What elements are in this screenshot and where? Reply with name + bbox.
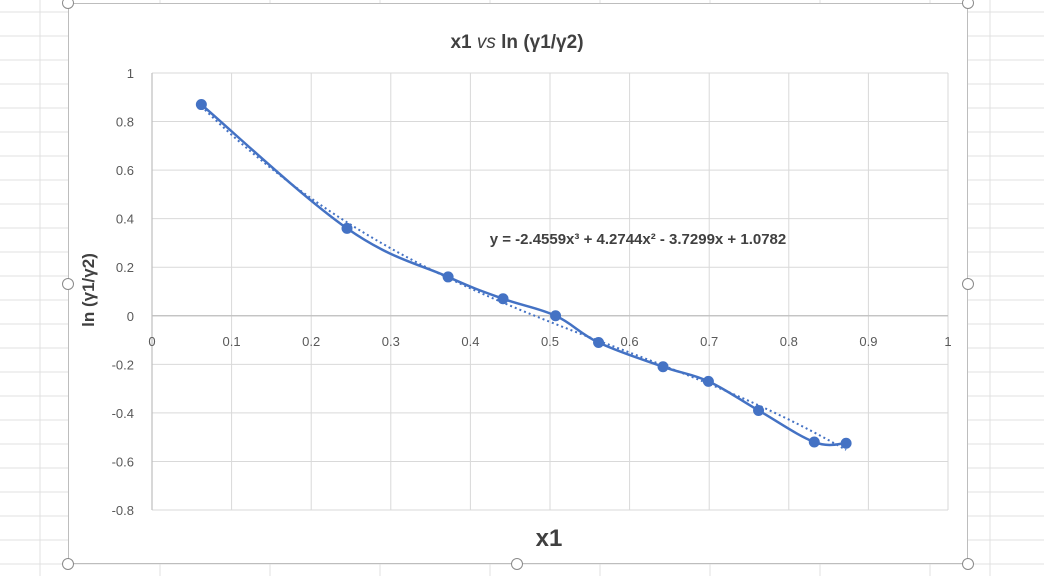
tick-labels: 0 0.1 0.2 0.3 0.4 0.5 0.6 0.7 0.8 0.9 1 -0.8 -0.6 -0.… xyxy=(112,66,952,518)
series-line[interactable] xyxy=(200,103,847,447)
resize-handle-bottom-middle[interactable] xyxy=(511,558,523,570)
y-tick-label: 0.6 xyxy=(116,163,134,178)
chart-title-suffix: ln (γ1/γ2) xyxy=(496,32,584,53)
x-tick-label: 0.1 xyxy=(223,334,241,349)
x-tick-label: 0 xyxy=(148,334,155,349)
data-point-marker[interactable] xyxy=(497,293,509,305)
y-tick-label: -0.2 xyxy=(112,357,134,372)
trendline-equation-label[interactable]: y = -2.4559x³ + 4.2744x² - 3.7299x + 1.0… xyxy=(490,231,786,248)
data-point-marker[interactable] xyxy=(753,404,765,416)
y-tick-label: 1 xyxy=(127,66,134,81)
x-tick-label: 0.3 xyxy=(382,334,400,349)
chart-title-prefix: x1 xyxy=(450,32,476,53)
y-tick-label: -0.8 xyxy=(112,503,134,518)
resize-handle-top-left[interactable] xyxy=(62,0,74,9)
resize-handle-bottom-left[interactable] xyxy=(62,558,74,570)
data-point-marker[interactable] xyxy=(195,99,207,111)
x-axis-title[interactable]: x1 xyxy=(536,525,563,552)
chart-axes xyxy=(151,73,948,510)
x-tick-label: 1 xyxy=(944,334,951,349)
x-tick-label: 0.4 xyxy=(461,334,479,349)
x-tick-label: 0.5 xyxy=(541,334,559,349)
resize-handle-middle-right[interactable] xyxy=(962,278,974,290)
chart-title[interactable]: x1 vs ln (γ1/γ2) xyxy=(450,32,583,53)
chart-title-vs: vs xyxy=(477,32,497,53)
data-point-marker[interactable] xyxy=(840,437,852,449)
x-tick-label: 0.7 xyxy=(700,334,718,349)
polynomial-trendline[interactable] xyxy=(200,105,847,451)
data-point-marker[interactable] xyxy=(442,271,454,283)
y-tick-label: 0.4 xyxy=(116,212,134,227)
y-tick-label: -0.6 xyxy=(112,454,134,469)
resize-handle-top-right[interactable] xyxy=(962,0,974,9)
data-point-marker[interactable] xyxy=(593,336,605,348)
x-tick-label: 0.8 xyxy=(780,334,798,349)
y-tick-label: -0.4 xyxy=(112,406,134,421)
x-tick-label: 0.2 xyxy=(302,334,320,349)
data-point-marker[interactable] xyxy=(550,310,562,322)
x-tick-label: 0.9 xyxy=(859,334,877,349)
x-tick-label: 0.6 xyxy=(621,334,639,349)
resize-handle-middle-left[interactable] xyxy=(62,278,74,290)
y-tick-label: 0 xyxy=(127,309,134,324)
y-axis-title[interactable]: ln (γ1/γ2) xyxy=(79,253,98,327)
data-point-marker[interactable] xyxy=(702,375,714,387)
resize-handle-bottom-right[interactable] xyxy=(962,558,974,570)
y-tick-label: 0.2 xyxy=(116,260,134,275)
data-point-marker[interactable] xyxy=(657,361,669,373)
series-layer xyxy=(195,99,852,449)
data-point-marker[interactable] xyxy=(341,222,353,234)
y-tick-label: 0.8 xyxy=(116,115,134,130)
data-point-marker[interactable] xyxy=(808,436,820,448)
trendline-layer xyxy=(200,105,847,451)
